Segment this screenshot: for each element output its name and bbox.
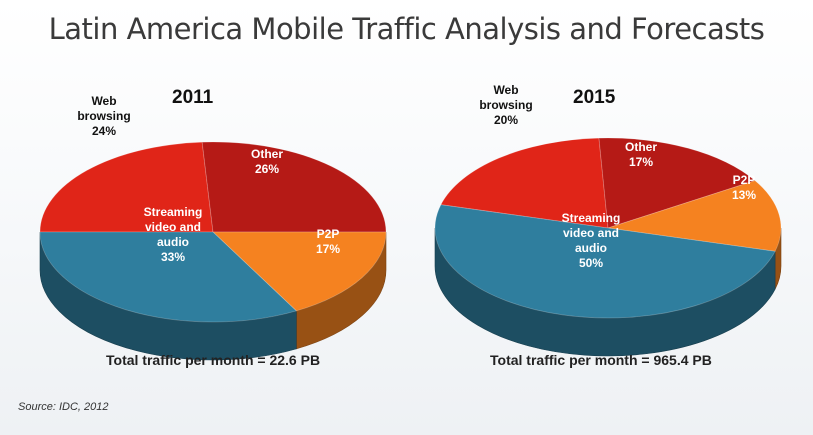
pie-slice-other bbox=[598, 137, 756, 229]
page-title: Latin America Mobile Traffic Analysis an… bbox=[48, 12, 765, 46]
pie-slice-streaming bbox=[39, 231, 298, 323]
pie-label-web: Web browsing 24% bbox=[77, 94, 130, 138]
chart-2015-title: 2015 bbox=[573, 87, 616, 108]
pie-label-web: Web browsing 20% bbox=[479, 83, 532, 127]
pie-slice-web bbox=[440, 137, 609, 229]
pie-label-p2p: P2P 17% bbox=[316, 227, 340, 256]
pie-slice-other bbox=[201, 141, 387, 233]
pie-side-streaming bbox=[39, 231, 297, 361]
pie-slice-p2p bbox=[607, 180, 782, 252]
pie-label-p2p: P2P 13% bbox=[732, 173, 756, 202]
pie-label-other: Other 26% bbox=[251, 147, 283, 176]
chart-2011-total: Total traffic per month = 22.6 PB bbox=[106, 352, 321, 368]
pie-slice-p2p bbox=[211, 231, 387, 312]
pie-label-streaming: Streaming video and audio 50% bbox=[562, 211, 621, 270]
pie-slice-web bbox=[39, 141, 214, 233]
chart-2011-title: 2011 bbox=[172, 87, 214, 108]
pie-slice-streaming bbox=[434, 204, 776, 319]
source-note: Source: IDC, 2012 bbox=[18, 401, 109, 413]
pie-label-streaming: Streaming video and audio 33% bbox=[144, 205, 203, 264]
pie-label-other: Other 17% bbox=[625, 140, 657, 169]
chart-2015-total: Total traffic per month = 965.4 PB bbox=[490, 352, 712, 368]
